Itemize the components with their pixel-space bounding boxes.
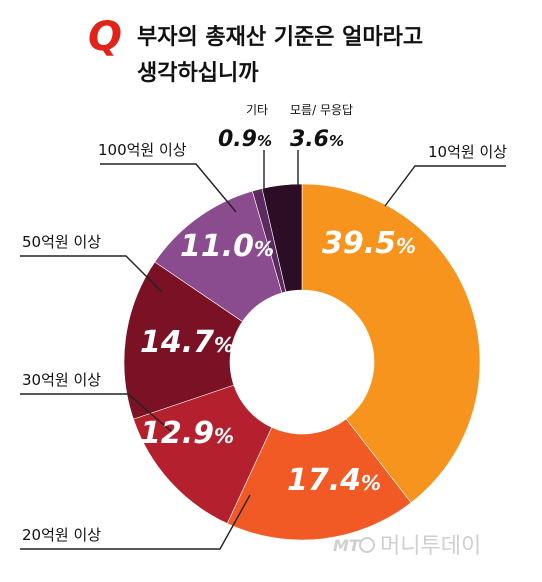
leader-line-20eok <box>20 494 251 550</box>
watermark-logo: MT <box>333 536 361 555</box>
value-label-100eok: 11.0% <box>180 229 274 264</box>
chart-title-line-1: 부자의 총재산 기준은 얼마라고 <box>137 25 423 50</box>
question-mark-icon: Q <box>88 14 122 60</box>
label-30eok: 30억원 이상 <box>22 371 101 389</box>
leader-line-10eok <box>384 165 506 207</box>
label-unknown: 모름/ 무응답 <box>290 103 353 117</box>
chart-title-line-2: 생각하십니까 <box>137 61 259 86</box>
value-label-50eok: 14.7% <box>140 325 234 360</box>
value-label-10eok: 39.5% <box>322 226 416 261</box>
slice-20eok <box>226 418 412 541</box>
value-label-30eok: 12.9% <box>140 416 234 451</box>
slice-10eok <box>301 183 481 504</box>
watermark-text: 머니투데이 <box>380 534 481 559</box>
value-label-etc: 0.9% <box>218 127 272 152</box>
leader-line-30eok <box>20 393 173 433</box>
watermark-circle-icon <box>359 537 375 553</box>
label-10eok: 10억원 이상 <box>428 143 507 161</box>
leader-line-50eok <box>20 255 163 293</box>
value-label-20eok: 17.4% <box>287 463 381 498</box>
label-20eok: 20억원 이상 <box>22 526 101 544</box>
label-100eok: 100억원 이상 <box>98 141 187 159</box>
slice-unknown <box>261 183 303 293</box>
value-label-unknown: 3.6% <box>290 127 344 152</box>
slice-50eok <box>123 261 243 420</box>
leader-lines <box>20 150 506 550</box>
watermark: MT 머니투데이 <box>333 534 481 559</box>
label-50eok: 50억원 이상 <box>22 233 101 251</box>
leader-line-100eok <box>100 163 237 213</box>
donut-slices <box>123 183 481 541</box>
label-etc: 기타 <box>246 103 268 117</box>
